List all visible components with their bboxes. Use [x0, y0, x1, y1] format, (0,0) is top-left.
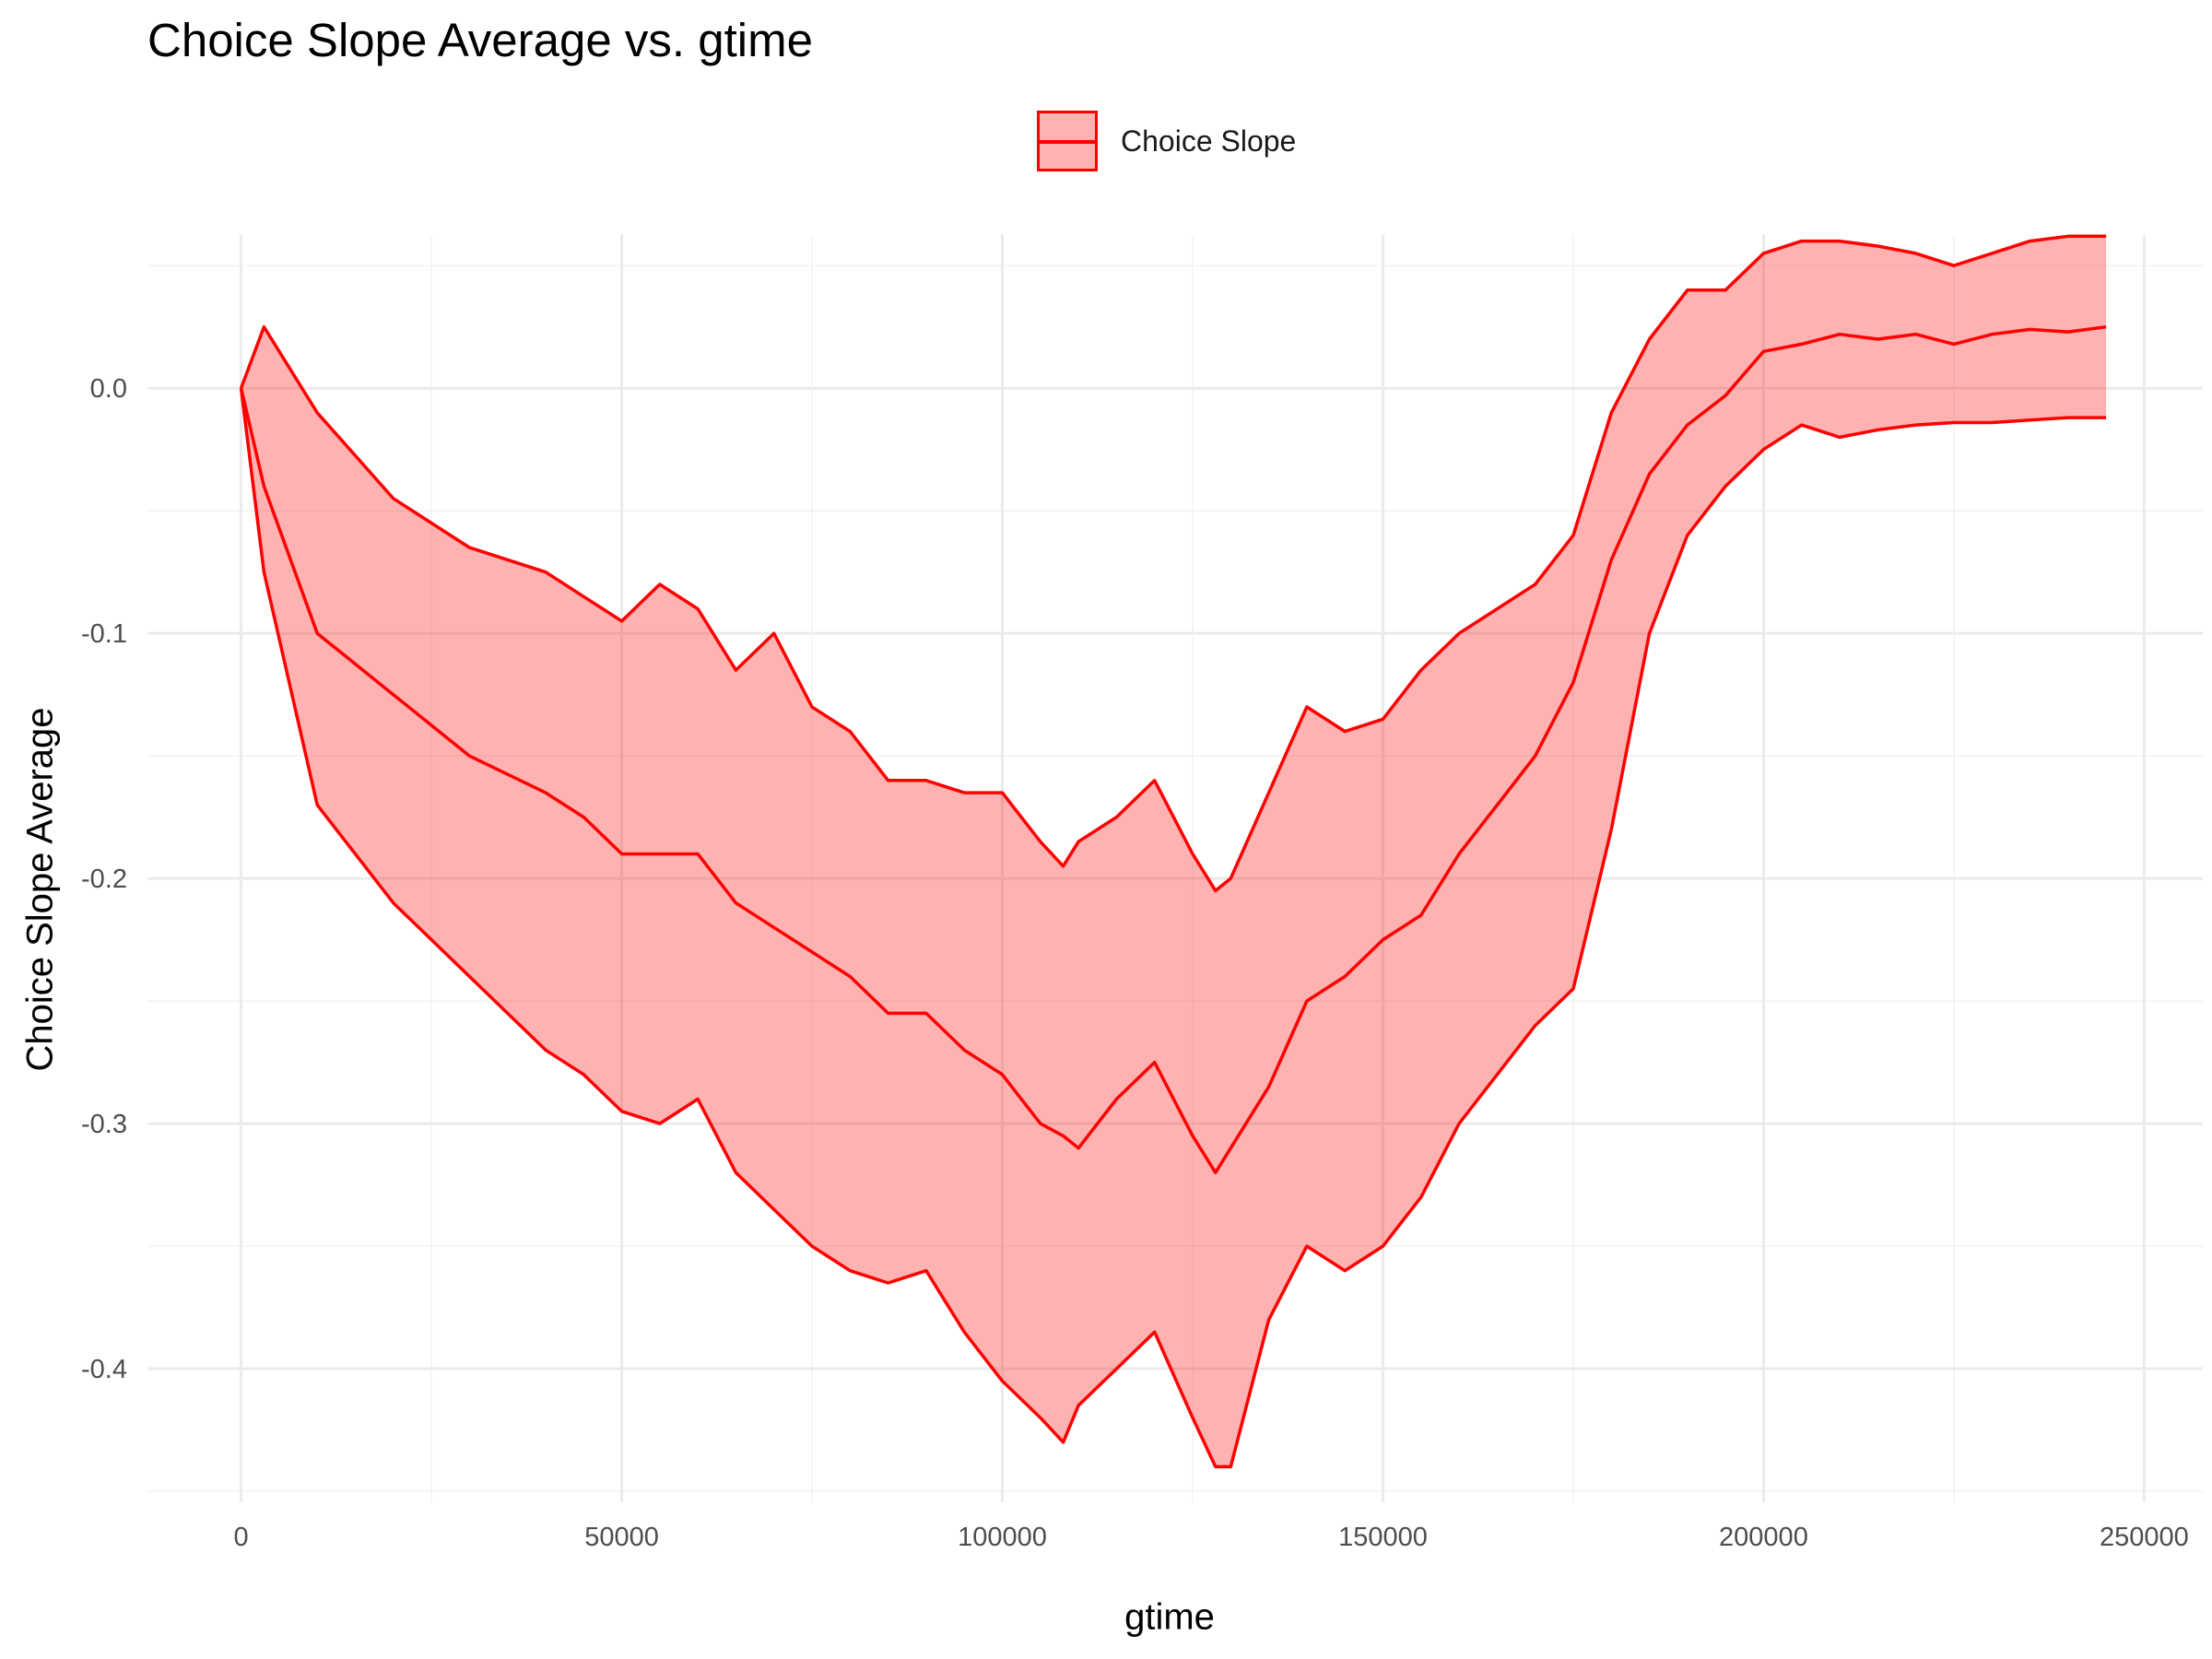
y-tick-label: 0.0	[90, 374, 127, 404]
x-tick-label: 200000	[1719, 1523, 1808, 1552]
series-layer	[239, 234, 2107, 1469]
legend-key-choice-slope	[1037, 111, 1098, 171]
chart-title: Choice Slope Average vs. gtime	[147, 14, 813, 66]
tick-labels: 0 50000 100000 150000 200000 250000 0.0 -0.1 -0.…	[81, 374, 2189, 1552]
grid	[147, 235, 2203, 1502]
legend-label-choice-slope: Choice Slope	[1121, 124, 1297, 158]
x-tick-label: 100000	[958, 1523, 1047, 1552]
x-tick-label: 50000	[584, 1523, 659, 1552]
y-tick-label: -0.4	[81, 1355, 127, 1384]
x-tick-label: 150000	[1338, 1523, 1428, 1552]
x-tick-label: 250000	[2100, 1523, 2189, 1552]
y-tick-label: -0.2	[81, 865, 127, 894]
x-axis-label: gtime	[1124, 1596, 1215, 1638]
y-tick-label: -0.1	[81, 619, 127, 649]
series-line-mean	[239, 324, 2107, 1175]
legend: Choice Slope	[1037, 108, 1296, 174]
y-tick-label: -0.3	[81, 1110, 127, 1139]
series-line-upper	[239, 234, 2107, 893]
confidence-ribbon	[241, 236, 2107, 1467]
series-line-lower	[239, 387, 2107, 1469]
x-tick-label: 0	[234, 1523, 249, 1552]
legend-key-line	[1040, 140, 1095, 144]
